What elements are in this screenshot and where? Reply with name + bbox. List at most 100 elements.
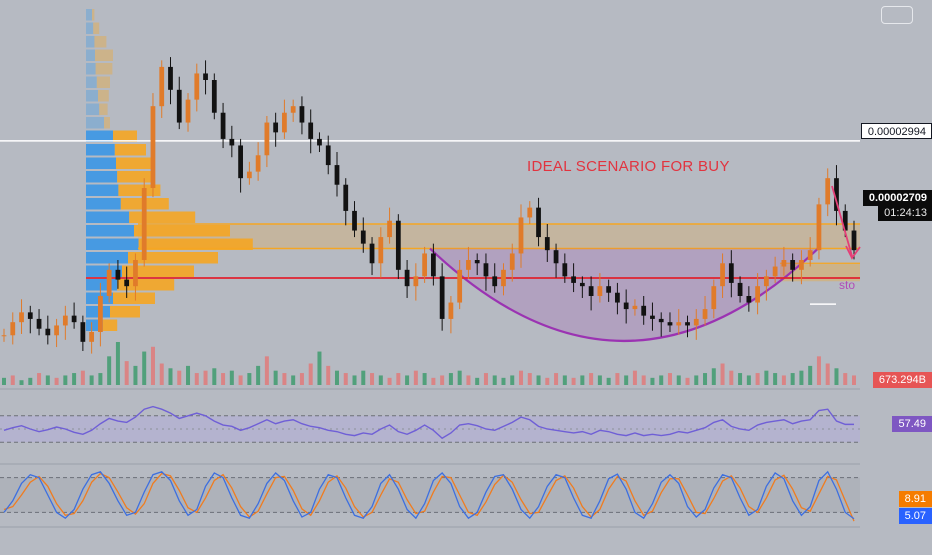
candle-body — [343, 184, 349, 211]
candle-body — [763, 276, 769, 287]
volume-bar — [597, 375, 602, 385]
volume-profile-down-bar — [122, 265, 194, 277]
volume-bar — [764, 370, 769, 385]
candle-body — [124, 279, 130, 287]
candle-body — [404, 269, 410, 287]
volume-profile-down-bar — [113, 292, 155, 304]
volume-bar — [308, 363, 313, 385]
candle-body — [369, 243, 375, 264]
candle-body — [395, 220, 401, 270]
volume-bar — [448, 373, 453, 385]
candle-body — [632, 305, 638, 310]
candle-body — [562, 263, 568, 277]
volume-bar — [545, 377, 550, 385]
volume-profile-down-bar — [114, 144, 146, 156]
candle-body — [772, 266, 778, 277]
volume-bar — [89, 375, 94, 385]
candle-body — [19, 312, 24, 323]
volume-profile-down-bar — [113, 130, 137, 142]
countdown-label: 01:24:13 — [878, 205, 932, 221]
volume-bar — [150, 346, 155, 385]
volume-bar — [37, 373, 42, 385]
candle-body — [150, 106, 156, 188]
volume-profile-up-bar — [86, 63, 96, 75]
volume-bar — [387, 377, 392, 385]
candle-body — [220, 112, 226, 139]
annotation-ideal-scenario: IDEAL SCENARIO FOR BUY — [527, 158, 730, 175]
candle-body — [246, 171, 252, 179]
candle-body — [290, 106, 296, 113]
candle-body — [27, 312, 33, 319]
candle-body — [658, 318, 664, 323]
volume-profile-up-bar — [86, 225, 134, 237]
volume-bar — [501, 377, 506, 385]
candle-body — [264, 122, 270, 156]
volume-profile-up-bar — [86, 90, 98, 102]
candle-body — [579, 282, 585, 287]
candle-body — [273, 122, 279, 133]
candle-body — [176, 89, 182, 123]
volume-bar — [466, 375, 471, 385]
volume-bar — [632, 370, 637, 385]
volume-profile-up-bar — [86, 238, 139, 250]
candle-body — [553, 250, 559, 264]
candle-body — [728, 263, 734, 283]
candle-body — [834, 178, 839, 211]
volume-bar — [80, 370, 85, 385]
volume-bar — [229, 370, 234, 385]
volume-bar — [370, 373, 375, 385]
volume-bar — [641, 375, 646, 385]
volume-bar — [431, 377, 436, 385]
projection-arrow-head — [845, 245, 861, 260]
candle-body — [781, 260, 787, 267]
volume-bar — [843, 373, 848, 385]
volume-bar — [238, 375, 243, 385]
candle-body — [597, 286, 603, 296]
candle-body — [650, 315, 655, 319]
volume-bar — [650, 377, 655, 385]
volume-bar — [413, 370, 418, 385]
volume-bar — [247, 373, 252, 385]
volume-bar — [720, 363, 725, 385]
volume-profile-up-bar — [86, 144, 115, 156]
candle-body — [623, 302, 629, 310]
volume-bar — [527, 373, 532, 385]
volume-profile-down-bar — [117, 171, 155, 183]
volume-bar — [799, 370, 804, 385]
candle-body — [606, 286, 612, 293]
volume-profile-up-bar — [86, 36, 95, 48]
stoch-d-badge: 5.07 — [898, 508, 932, 524]
volume-bar — [834, 368, 839, 385]
candle-body — [667, 322, 673, 326]
volume-profile-down-bar — [128, 252, 218, 264]
volume-bar — [221, 373, 226, 385]
chart-settings-button[interactable] — [881, 6, 913, 24]
candle-body — [807, 250, 813, 260]
volume-profile-up-bar — [86, 252, 128, 264]
candle-body — [299, 106, 305, 123]
stoch-band-fill — [0, 477, 860, 513]
volume-bar — [203, 370, 208, 385]
stoch-d-line — [3, 472, 855, 522]
candle-body — [588, 286, 594, 296]
candle-body — [325, 145, 331, 166]
volume-profile-up-bar — [86, 184, 119, 196]
volume-profile-down-bar — [98, 90, 109, 102]
volume-bar — [72, 373, 77, 385]
volume-bar — [615, 373, 620, 385]
volume-bar — [28, 377, 33, 385]
candle-body — [518, 217, 524, 254]
volume-bar — [457, 370, 462, 385]
volume-bar — [676, 375, 681, 385]
volume-profile-down-bar — [117, 279, 175, 291]
volume-bar — [159, 363, 164, 385]
candle-body — [89, 332, 95, 342]
volume-bar — [142, 351, 147, 385]
volume-bar — [475, 377, 480, 385]
candle-body — [755, 286, 760, 303]
candle-body — [492, 276, 498, 287]
volume-bar — [755, 373, 760, 385]
candle-body — [168, 66, 173, 90]
volume-profile-up-bar — [86, 157, 116, 169]
